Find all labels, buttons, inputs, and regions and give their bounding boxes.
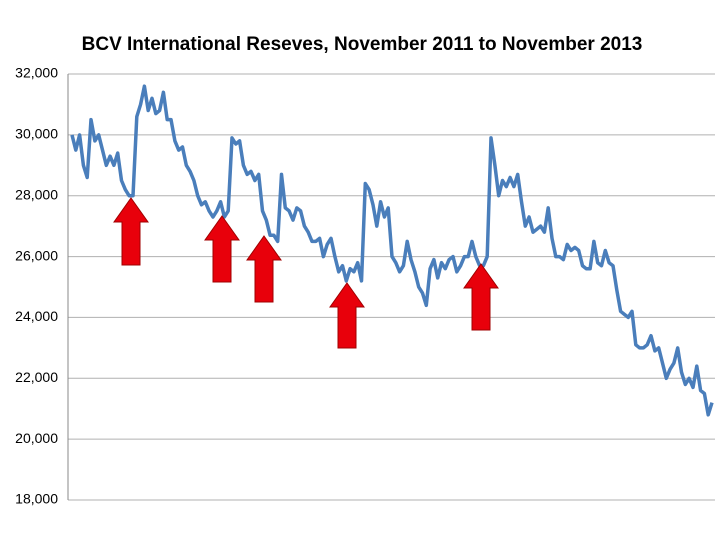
- arrow: [204, 215, 240, 283]
- data-line: [70, 84, 714, 417]
- y-tick-label: 32,000: [15, 65, 58, 81]
- annotation-arrows: [113, 197, 499, 349]
- arrow: [329, 282, 365, 349]
- y-tick-label: 20,000: [15, 430, 58, 446]
- arrow: [246, 235, 282, 303]
- arrow: [463, 263, 499, 331]
- chart-title: BCV International Reseves, November 2011…: [82, 34, 643, 55]
- y-tick-label: 26,000: [15, 247, 58, 263]
- y-tick-label: 22,000: [15, 369, 58, 385]
- arrow: [113, 197, 149, 266]
- y-tick-label: 24,000: [15, 308, 58, 324]
- plot-area: 18,000 20,000 22,000 24,000 26,000 28,000 30,0…: [15, 65, 715, 507]
- y-tick-label: 28,000: [15, 186, 58, 202]
- y-tick-label: 18,000: [15, 491, 58, 507]
- y-tick-label: 30,000: [15, 126, 58, 142]
